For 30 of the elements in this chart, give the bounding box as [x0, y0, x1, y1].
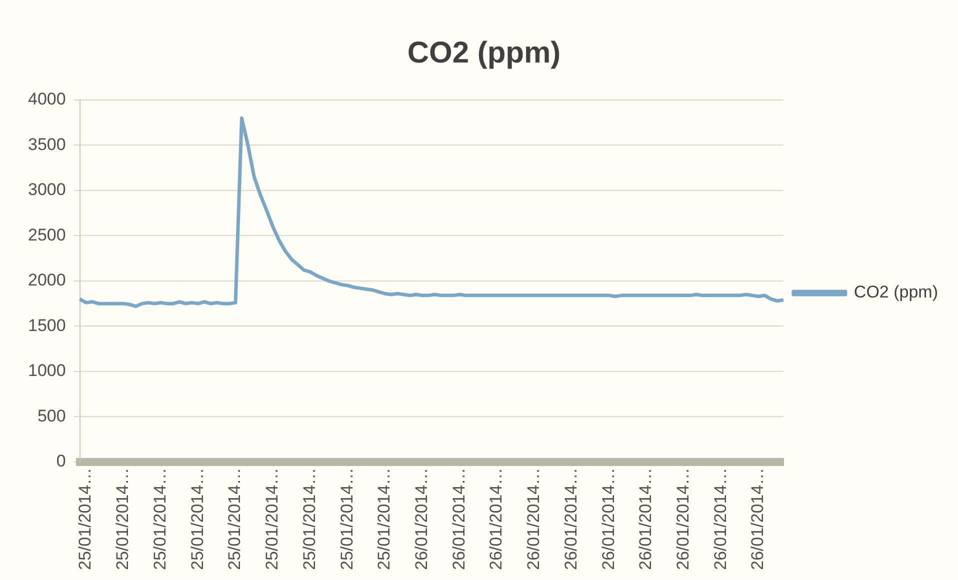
- x-tick-label: 25/01/2014…: [225, 468, 244, 570]
- x-tick-label: 26/01/2014…: [524, 468, 544, 570]
- x-tick-label: 26/01/2014…: [561, 468, 580, 570]
- y-tick-label: 2500: [28, 225, 66, 244]
- y-tick-label: 4000: [28, 90, 66, 109]
- x-tick-label: 25/01/2014…: [300, 468, 319, 570]
- y-tick-label: 0: [56, 452, 66, 471]
- x-tick-label: 26/01/2014…: [449, 468, 468, 570]
- y-tick-label: 500: [37, 406, 66, 426]
- x-tick-label: 26/01/2014…: [598, 468, 618, 570]
- y-tick-label: 1500: [28, 316, 66, 335]
- x-tick-label: 26/01/2014…: [673, 468, 692, 570]
- y-tick-label: 3500: [28, 134, 66, 154]
- x-tick-label: 25/01/2014…: [113, 468, 132, 570]
- x-tick-label: 26/01/2014…: [412, 468, 431, 570]
- y-tick-label: 2000: [28, 270, 66, 290]
- x-tick-label: 25/01/2014…: [76, 468, 95, 570]
- x-tick-label: 25/01/2014…: [188, 468, 207, 570]
- x-tick-label: 25/01/2014…: [374, 468, 394, 570]
- x-tick-label: 25/01/2014…: [150, 468, 170, 570]
- legend-label: CO2 (ppm): [854, 282, 938, 302]
- x-tick-label: 26/01/2014…: [636, 468, 656, 570]
- x-tick-label: 26/01/2014…: [710, 468, 730, 570]
- x-tick-label: 25/01/2014…: [337, 468, 356, 570]
- x-tick-label: 25/01/2014…: [262, 468, 282, 570]
- x-tick-label: 26/01/2014…: [486, 468, 506, 570]
- chart-title: CO2 (ppm): [407, 36, 561, 70]
- y-tick-label: 1000: [28, 361, 66, 380]
- x-tick-label: 26/01/2014…: [748, 468, 768, 570]
- y-tick-label: 3000: [28, 180, 66, 200]
